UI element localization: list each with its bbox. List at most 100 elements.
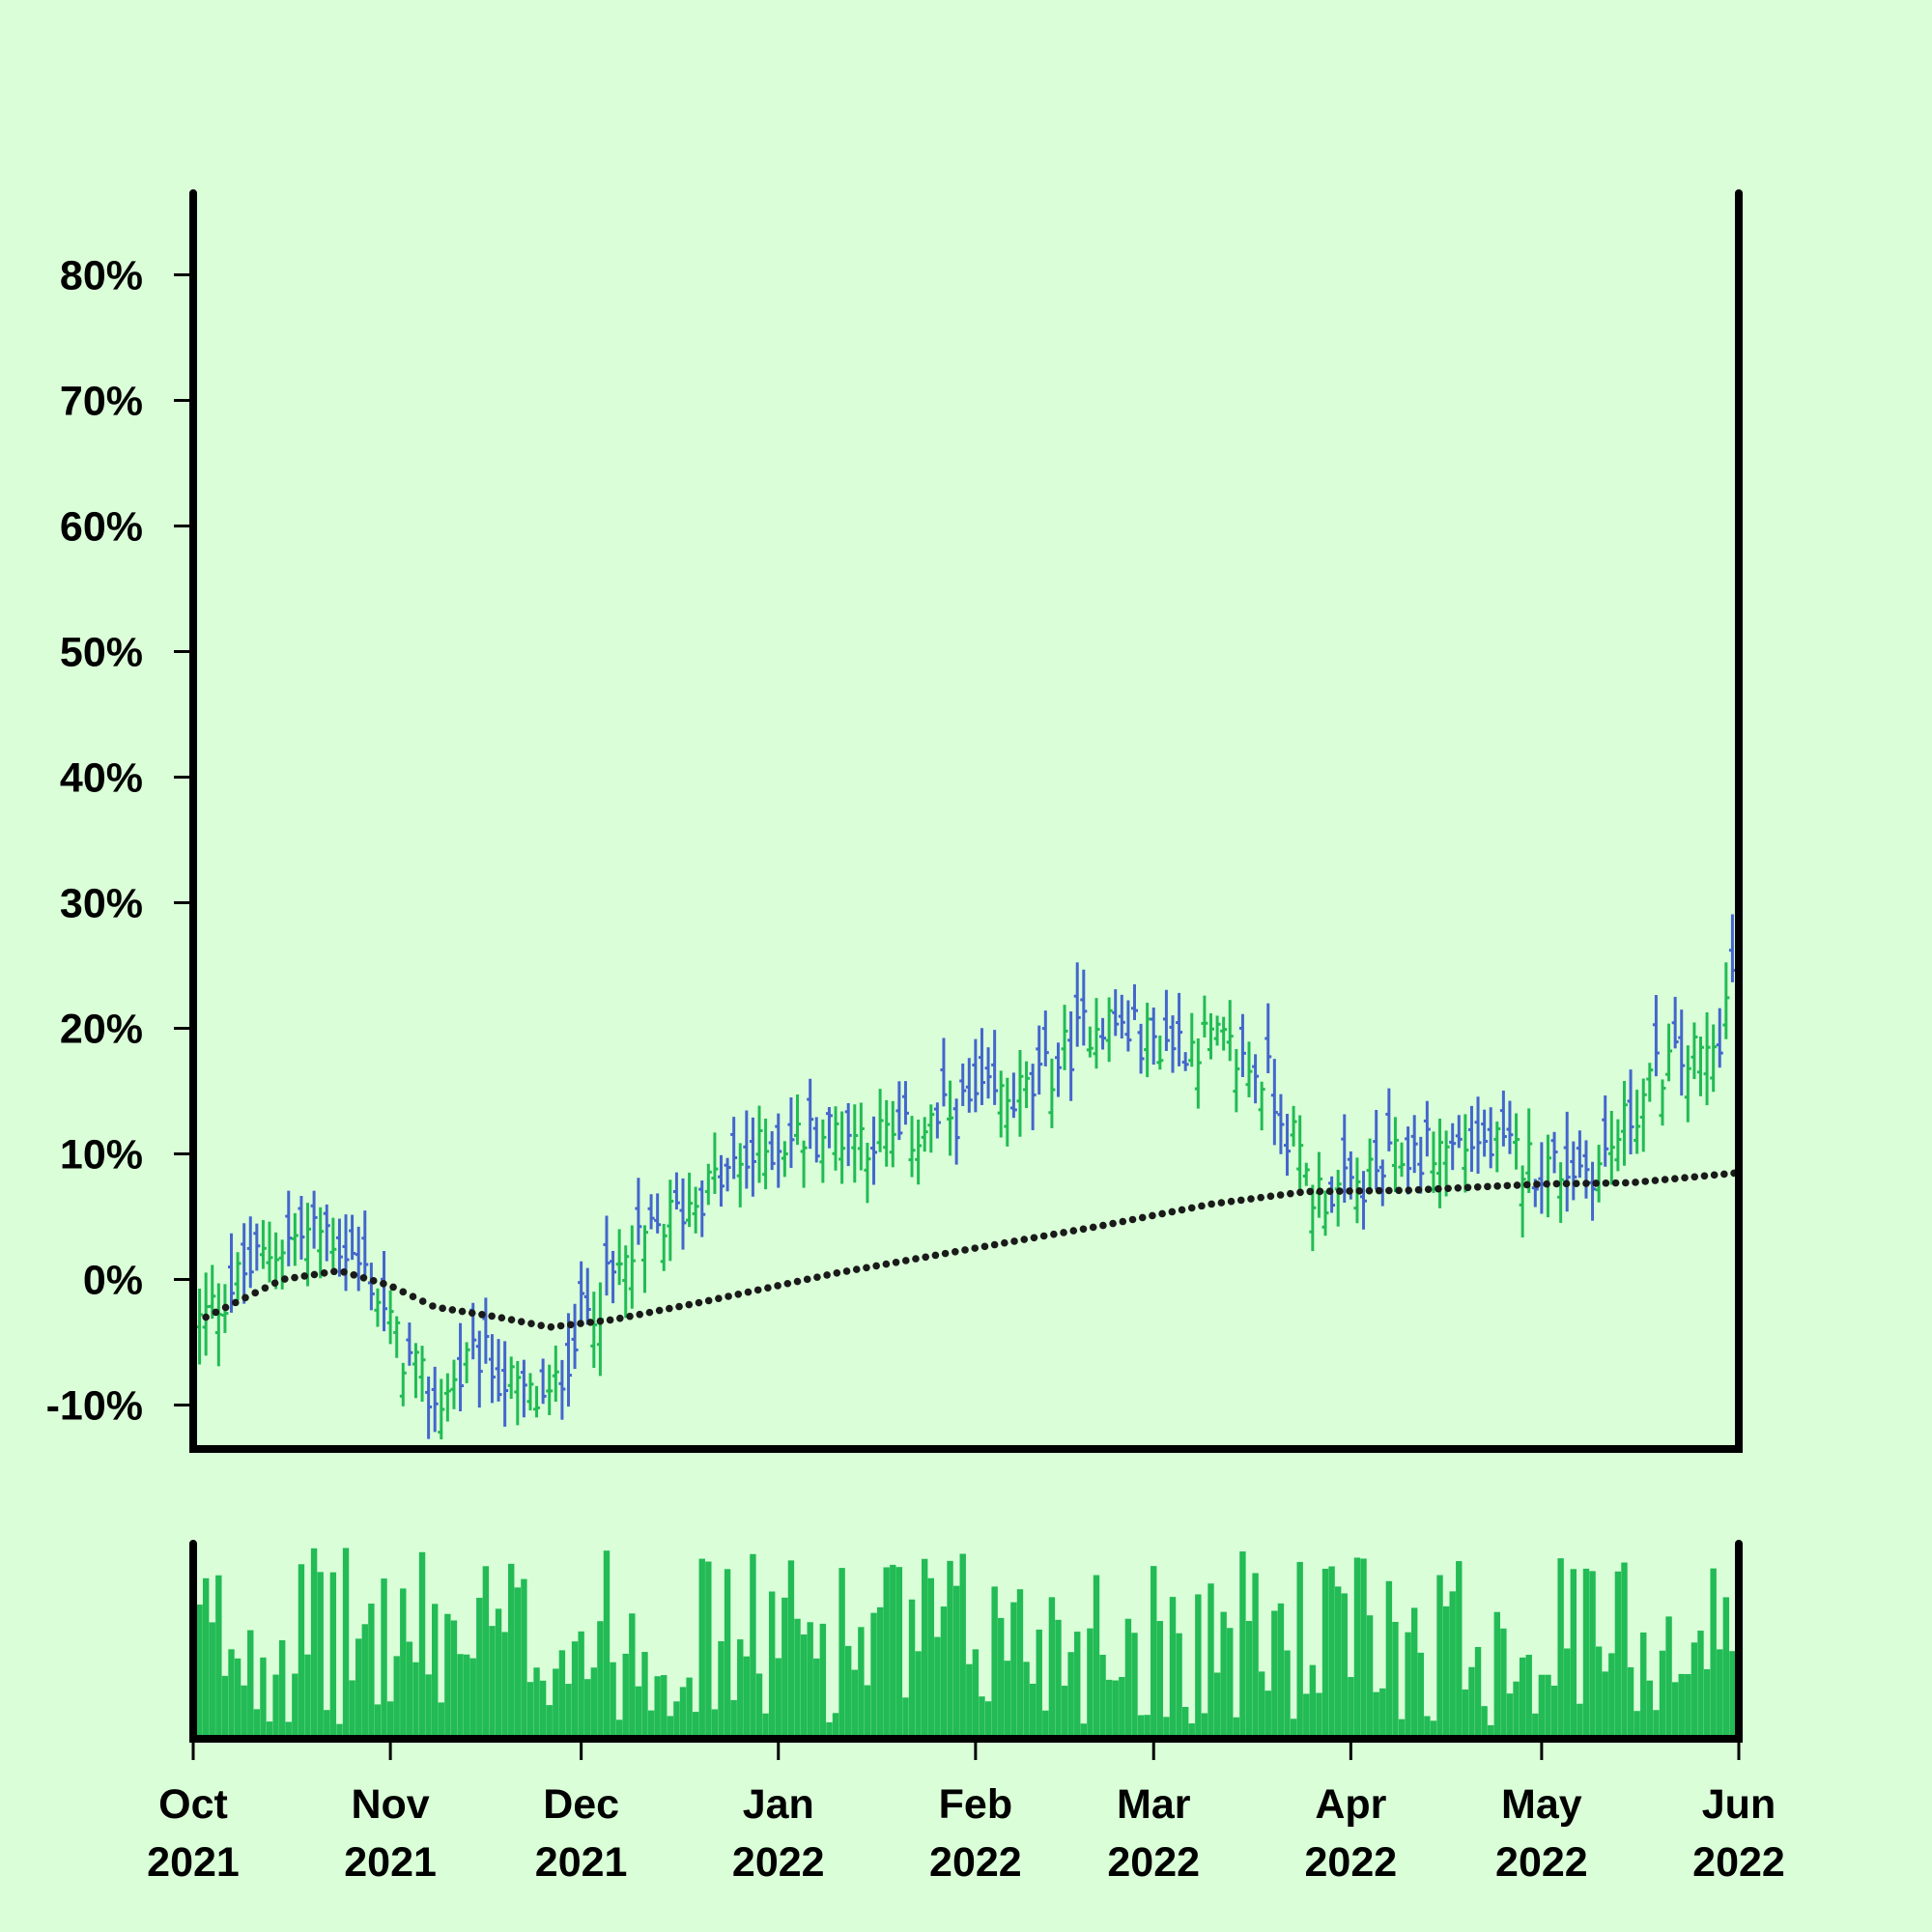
price-bar [812, 1117, 820, 1163]
volume-bar [832, 1713, 839, 1735]
volume-bar [209, 1622, 215, 1735]
moving-average-point [418, 1297, 427, 1305]
x-tick-label: Nov 2021 [344, 1781, 437, 1886]
price-bar [304, 1203, 312, 1287]
price-bar [418, 1346, 426, 1402]
volume-bar [1290, 1719, 1297, 1735]
price-bar [965, 1058, 973, 1113]
volume-bar [1341, 1593, 1348, 1735]
volume-bar [1710, 1568, 1717, 1735]
moving-average-point [458, 1307, 467, 1316]
moving-average-point [1158, 1209, 1166, 1218]
price-bar [787, 1097, 795, 1169]
volume-bar [844, 1645, 852, 1735]
volume-bar [1119, 1676, 1125, 1735]
volume-bar [1519, 1657, 1526, 1735]
price-bar [1671, 996, 1679, 1049]
moving-average-point [892, 1258, 900, 1266]
price-bar [450, 1359, 458, 1409]
price-bar [1284, 1113, 1292, 1176]
price-bar [876, 1089, 884, 1152]
price-bar [984, 1047, 992, 1099]
volume-bar [1239, 1551, 1246, 1735]
price-bar [1264, 1003, 1272, 1073]
moving-average-point [1562, 1179, 1571, 1188]
price-bar [234, 1252, 242, 1300]
price-bar [807, 1078, 814, 1150]
price-bar [889, 1100, 896, 1168]
volume-bar [1729, 1651, 1736, 1735]
volume-bar [1316, 1692, 1322, 1735]
price-bar [1009, 1072, 1017, 1119]
moving-average-point [556, 1321, 565, 1330]
volume-bar [984, 1701, 992, 1735]
price-bar [1233, 1048, 1240, 1113]
moving-average-point [1089, 1223, 1097, 1232]
price-bar [736, 1143, 744, 1208]
moving-average-point [764, 1284, 772, 1292]
price-bar [660, 1223, 668, 1271]
volume-bar [768, 1591, 776, 1735]
volume-bar [1373, 1691, 1379, 1735]
price-bar [1207, 1012, 1214, 1060]
volume-bar [883, 1567, 890, 1735]
moving-average-point [1484, 1182, 1492, 1191]
price-bar [775, 1113, 782, 1188]
volume-bar [959, 1553, 966, 1735]
moving-average-point [1208, 1200, 1215, 1208]
volume-bar [457, 1654, 464, 1735]
volume-bar [1653, 1710, 1660, 1735]
y-tick-label: -10% [46, 1383, 143, 1430]
price-bar [901, 1081, 909, 1125]
price-bar [425, 1376, 433, 1439]
price-bar [1220, 1016, 1228, 1051]
price-bar [667, 1179, 674, 1262]
price-bar [1309, 1184, 1317, 1252]
volume-bar [615, 1719, 623, 1735]
moving-average-point [685, 1300, 694, 1309]
volume-bar [1105, 1679, 1113, 1735]
price-bar [1130, 983, 1138, 1020]
price-bar [698, 1180, 706, 1237]
volume-bar [298, 1564, 305, 1735]
moving-average-point [1454, 1183, 1463, 1192]
price-bar [1016, 1049, 1024, 1137]
moving-average-point [1276, 1191, 1285, 1199]
price-bar [997, 1070, 1005, 1138]
price-bar [755, 1105, 763, 1183]
moving-average-point [863, 1264, 870, 1272]
volume-bar [1188, 1723, 1195, 1735]
price-bar [870, 1116, 878, 1185]
volume-bar [1087, 1628, 1094, 1735]
moving-average-point [1128, 1215, 1137, 1224]
moving-average-point [1493, 1182, 1501, 1190]
moving-average-point [1463, 1183, 1472, 1192]
price-bar [1366, 1138, 1374, 1189]
volume-bar [1468, 1666, 1475, 1735]
price-bar [399, 1362, 407, 1406]
price-bar [857, 1102, 865, 1171]
price-bar [978, 1028, 985, 1106]
price-bar [1048, 1058, 1056, 1128]
moving-average-point [734, 1290, 743, 1298]
price-bar [431, 1366, 439, 1433]
moving-average-point [1039, 1232, 1048, 1240]
price-bar [1162, 989, 1170, 1051]
price-bar [895, 1081, 903, 1141]
price-bar [209, 1264, 216, 1320]
volume-bar [202, 1577, 210, 1735]
moving-average-point [1168, 1208, 1177, 1216]
x-tick-label: Dec 2021 [535, 1781, 628, 1886]
price-bar [1607, 1110, 1615, 1185]
x-axis: Oct 2021 Nov 2021 Dec 2021 Jan 2022 Feb 2022 Mar 20… [147, 1743, 1785, 1886]
price-bar [374, 1288, 382, 1327]
price-bar [1690, 1022, 1698, 1080]
price-bar [381, 1250, 388, 1332]
x-tick-label: Feb 2022 [929, 1781, 1022, 1886]
moving-average-point [231, 1298, 240, 1307]
price-bar [482, 1297, 490, 1364]
moving-average-point [1178, 1206, 1186, 1214]
volume-bar [329, 1572, 337, 1735]
price-bar [743, 1110, 751, 1189]
volume-bar [762, 1713, 769, 1735]
